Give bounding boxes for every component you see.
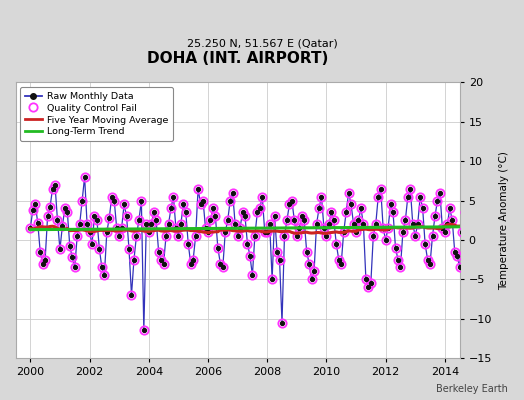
Legend: Raw Monthly Data, Quality Control Fail, Five Year Moving Average, Long-Term Tren: Raw Monthly Data, Quality Control Fail, …	[20, 87, 173, 141]
Y-axis label: Temperature Anomaly (°C): Temperature Anomaly (°C)	[499, 151, 509, 290]
Text: 25.250 N, 51.567 E (Qatar): 25.250 N, 51.567 E (Qatar)	[187, 38, 337, 48]
Text: Berkeley Earth: Berkeley Earth	[436, 384, 508, 394]
Title: DOHA (INT. AIRPORT): DOHA (INT. AIRPORT)	[147, 51, 328, 66]
